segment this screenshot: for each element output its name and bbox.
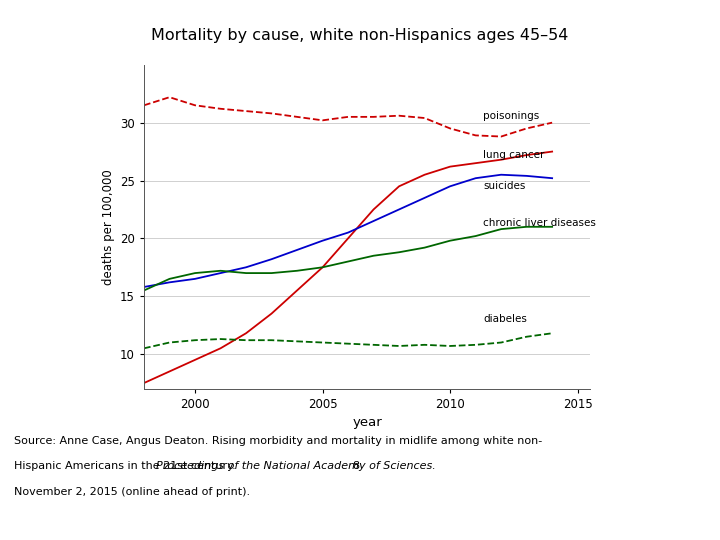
Text: chronic liver diseases: chronic liver diseases xyxy=(483,218,596,228)
Text: diabeles: diabeles xyxy=(483,314,527,325)
Text: suicides: suicides xyxy=(483,181,526,191)
Text: poisonings: poisonings xyxy=(483,111,539,121)
Text: Hispanic Americans in the 21st century.: Hispanic Americans in the 21st century. xyxy=(14,461,240,471)
Text: Proceedings of the National Academy of Sciences.: Proceedings of the National Academy of S… xyxy=(156,461,436,471)
Text: November 2, 2015 (online ahead of print).: November 2, 2015 (online ahead of print)… xyxy=(14,487,251,497)
Text: 8: 8 xyxy=(325,461,360,471)
Text: lung cancer: lung cancer xyxy=(483,150,544,160)
Y-axis label: deaths per 100,000: deaths per 100,000 xyxy=(102,169,114,285)
Text: Mortality by cause, white non-Hispanics ages 45–54: Mortality by cause, white non-Hispanics … xyxy=(151,28,569,43)
Text: Source: Anne Case, Angus Deaton. Rising morbidity and mortality in midlife among: Source: Anne Case, Angus Deaton. Rising … xyxy=(14,435,543,445)
X-axis label: year: year xyxy=(352,416,382,429)
